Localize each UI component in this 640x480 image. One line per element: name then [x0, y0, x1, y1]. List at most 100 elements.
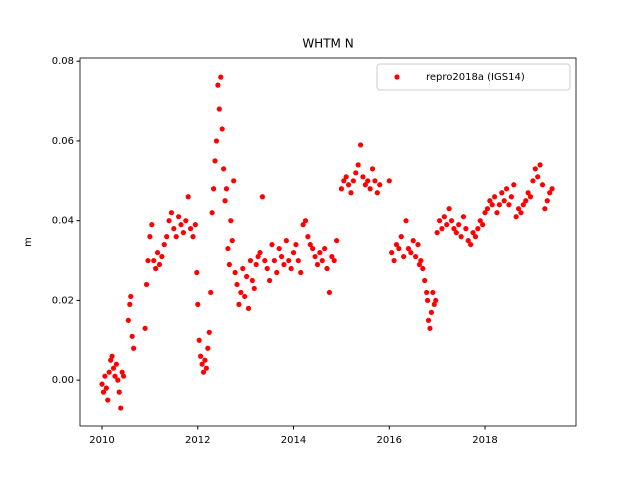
point — [431, 301, 437, 307]
point — [372, 178, 378, 184]
y-tick-label: 0.02 — [52, 295, 74, 306]
point — [451, 226, 457, 232]
legend-marker — [394, 74, 400, 80]
point — [425, 317, 432, 323]
point — [355, 162, 361, 168]
point — [393, 241, 400, 248]
point — [475, 226, 481, 232]
point — [448, 218, 455, 224]
point — [196, 337, 202, 343]
point — [200, 369, 207, 375]
point — [547, 190, 553, 196]
point — [251, 285, 257, 292]
point — [511, 182, 517, 188]
point — [112, 373, 118, 379]
point — [532, 166, 538, 172]
point — [499, 190, 505, 196]
point — [413, 253, 419, 260]
point — [195, 301, 201, 307]
point — [115, 377, 121, 383]
x-tick-label: 2018 — [472, 435, 497, 446]
point — [472, 234, 479, 240]
point — [116, 389, 122, 395]
point — [544, 198, 550, 204]
point — [343, 174, 349, 180]
point — [362, 182, 368, 188]
point — [128, 293, 134, 300]
point — [180, 230, 187, 236]
point — [223, 186, 230, 192]
point — [110, 365, 117, 371]
point — [166, 218, 172, 224]
y-tick-label: 0.00 — [52, 375, 74, 386]
point — [357, 142, 364, 148]
point — [202, 357, 208, 363]
point — [501, 198, 507, 204]
point — [465, 238, 471, 244]
point — [266, 277, 273, 284]
point — [428, 309, 435, 315]
x-tick-label: 2014 — [281, 435, 306, 446]
point — [441, 214, 447, 220]
point — [168, 210, 175, 216]
point — [405, 245, 412, 252]
point — [422, 277, 428, 284]
point — [247, 257, 254, 264]
point — [209, 210, 215, 216]
point — [113, 361, 119, 367]
point — [99, 381, 105, 387]
point — [255, 253, 261, 260]
point — [286, 257, 292, 264]
point — [281, 261, 287, 268]
point — [215, 82, 221, 88]
point — [298, 269, 304, 276]
point — [178, 222, 184, 228]
point — [530, 178, 536, 184]
point — [100, 389, 107, 395]
point — [278, 253, 285, 260]
point — [506, 202, 512, 208]
point — [173, 234, 179, 240]
point — [244, 273, 250, 280]
point — [520, 202, 526, 208]
point — [274, 269, 280, 276]
point — [153, 265, 159, 272]
point — [542, 206, 548, 212]
point — [360, 174, 366, 180]
point — [480, 222, 486, 228]
point — [482, 210, 488, 216]
point — [389, 249, 395, 256]
y-tick-label: 0.06 — [52, 136, 74, 147]
point — [225, 245, 231, 252]
point — [302, 218, 309, 224]
point — [194, 269, 200, 276]
point — [154, 249, 161, 256]
point — [341, 178, 347, 184]
point — [206, 329, 212, 335]
point — [159, 253, 165, 260]
point — [295, 257, 301, 264]
point — [129, 333, 135, 339]
plot-frame — [79, 57, 577, 427]
point — [290, 249, 297, 256]
point — [119, 369, 125, 375]
point — [142, 325, 148, 331]
point — [240, 265, 246, 272]
point — [105, 397, 111, 403]
point — [439, 226, 445, 232]
point — [103, 385, 109, 391]
point — [453, 230, 459, 236]
point — [460, 214, 467, 220]
point — [234, 281, 240, 288]
point — [319, 257, 325, 264]
point — [253, 261, 259, 268]
point — [183, 218, 189, 224]
point — [147, 234, 153, 240]
point — [470, 230, 476, 236]
point — [257, 249, 263, 256]
point — [365, 178, 371, 184]
x-tick-label: 2016 — [377, 435, 402, 446]
point — [484, 206, 491, 212]
